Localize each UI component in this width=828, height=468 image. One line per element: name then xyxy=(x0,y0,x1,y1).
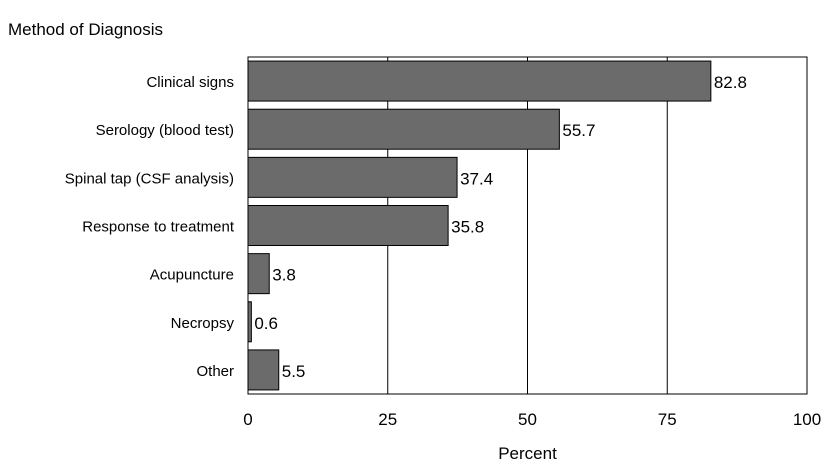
bar xyxy=(247,60,712,102)
chart-title: Method of Diagnosis xyxy=(8,20,163,39)
data-label: 82.8 xyxy=(714,73,747,92)
bar xyxy=(247,205,449,246)
x-tick-label: 75 xyxy=(658,410,677,429)
data-label: 5.5 xyxy=(282,362,306,381)
category-label: Clinical signs xyxy=(146,74,234,91)
x-tick-labels: 0 25 50 75 100 xyxy=(243,410,821,429)
data-label: 3.8 xyxy=(272,266,296,285)
bar xyxy=(247,253,270,295)
category-labels: Clinical signs Serology (blood test) Spina… xyxy=(65,74,235,380)
data-label: 35.8 xyxy=(451,218,484,237)
x-tick-label: 50 xyxy=(518,410,537,429)
x-axis-title: Percent xyxy=(498,444,557,463)
bar xyxy=(247,108,560,150)
plot-area-frame xyxy=(247,56,808,395)
category-label: Necropsy xyxy=(171,315,235,332)
category-label: Acupuncture xyxy=(150,267,234,284)
x-tick-label: 100 xyxy=(793,410,821,429)
value-labels: 82.8 55.7 37.4 35.8 3.8 0.6 5.5 xyxy=(254,73,747,381)
bars xyxy=(247,60,712,391)
data-label: 37.4 xyxy=(460,169,493,188)
bar xyxy=(247,156,458,198)
x-tick-label: 0 xyxy=(243,410,252,429)
category-label: Spinal tap (CSF analysis) xyxy=(65,170,234,187)
category-label: Response to treatment xyxy=(82,219,235,236)
data-label: 0.6 xyxy=(254,314,278,333)
data-label: 55.7 xyxy=(562,121,595,140)
x-tick-label: 25 xyxy=(378,410,397,429)
bar xyxy=(247,349,280,391)
bar xyxy=(247,301,252,343)
category-label: Other xyxy=(196,363,234,380)
category-label: Serology (blood test) xyxy=(96,122,234,139)
